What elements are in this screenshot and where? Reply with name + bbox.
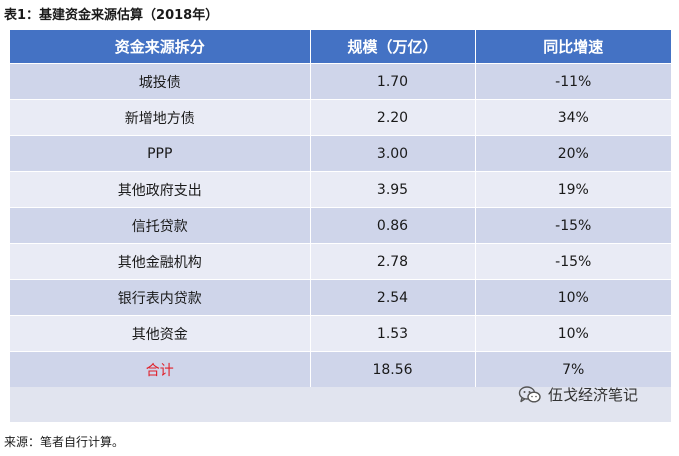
column-header-scale: 规模（万亿） [310, 30, 476, 64]
table-row: 信托贷款 0.86 -15% [10, 207, 671, 244]
growth-cell: 10% [475, 279, 671, 316]
scale-cell: 1.70 [310, 63, 476, 100]
watermark-text: 伍戈经济笔记 [548, 386, 639, 404]
scale-cell: 2.20 [310, 99, 476, 136]
source-note: 来源：笔者自行计算。 [4, 435, 125, 449]
table-row: 银行表内贷款 2.54 10% [10, 279, 671, 316]
source-name-cell: PPP [10, 135, 311, 172]
scale-cell: 2.54 [310, 279, 476, 316]
table-row: 城投债 1.70 -11% [10, 63, 671, 100]
source-name-cell: 其他金融机构 [10, 243, 311, 280]
source-name-cell: 信托贷款 [10, 207, 311, 244]
table-row: 其他资金 1.53 10% [10, 315, 671, 352]
table-row: 其他金融机构 2.78 -15% [10, 243, 671, 280]
source-name-cell: 其他资金 [10, 315, 311, 352]
column-header-growth: 同比增速 [475, 30, 671, 64]
wechat-icon [518, 385, 542, 405]
table-row: 其他政府支出 3.95 19% [10, 171, 671, 208]
growth-cell: 10% [475, 315, 671, 352]
watermark: 伍戈经济笔记 [518, 384, 638, 405]
scale-cell: 2.78 [310, 243, 476, 280]
source-name-cell: 银行表内贷款 [10, 279, 311, 316]
scale-cell: 0.86 [310, 207, 476, 244]
scale-cell: 3.00 [310, 135, 476, 172]
table-title: 表1：基建资金来源估算（2018年） [4, 8, 219, 23]
total-scale-cell: 18.56 [310, 351, 476, 387]
growth-cell: 20% [475, 135, 671, 172]
total-label-cell: 合计 [10, 351, 311, 387]
column-header-source: 资金来源拆分 [10, 30, 311, 64]
table-header-row: 资金来源拆分 规模（万亿） 同比增速 [10, 30, 671, 64]
table-row: PPP 3.00 20% [10, 135, 671, 172]
source-name-cell: 城投债 [10, 63, 311, 100]
growth-cell: -15% [475, 207, 671, 244]
funding-source-table: 资金来源拆分 规模（万亿） 同比增速 城投债 1.70 -11% 新增地方债 2… [10, 30, 671, 387]
source-name-cell: 新增地方债 [10, 99, 311, 136]
total-row: 合计 18.56 7% [10, 351, 671, 387]
growth-cell: 19% [475, 171, 671, 208]
growth-cell: -15% [475, 243, 671, 280]
table-row: 新增地方债 2.20 34% [10, 99, 671, 136]
source-name-cell: 其他政府支出 [10, 171, 311, 208]
scale-cell: 3.95 [310, 171, 476, 208]
growth-cell: 34% [475, 99, 671, 136]
scale-cell: 1.53 [310, 315, 476, 352]
growth-cell: -11% [475, 63, 671, 100]
total-growth-cell: 7% [475, 351, 671, 387]
table-panel: 资金来源拆分 规模（万亿） 同比增速 城投债 1.70 -11% 新增地方债 2… [10, 30, 671, 422]
